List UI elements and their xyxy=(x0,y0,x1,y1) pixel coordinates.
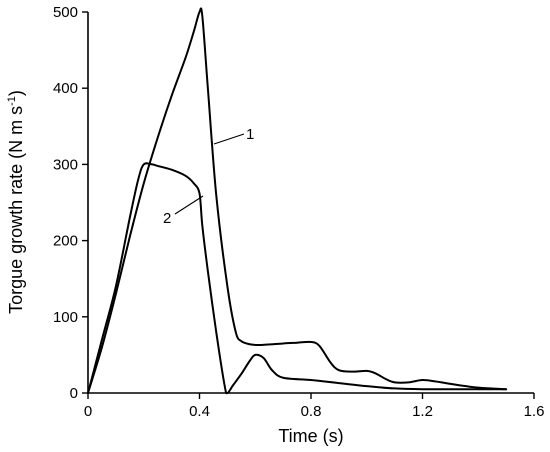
y-tick-label: 400 xyxy=(53,80,78,97)
series-2-callout: 2 xyxy=(163,195,204,227)
y-tick-label: 0 xyxy=(70,385,78,402)
x-tick-label: 0.8 xyxy=(301,403,322,420)
series-2-line xyxy=(87,162,508,395)
series-1-callout: 1 xyxy=(213,126,254,145)
series-1-leader-line xyxy=(213,133,245,145)
x-tick-label: 0 xyxy=(84,403,92,420)
plot-area xyxy=(87,12,534,394)
series-2-label: 2 xyxy=(163,210,171,227)
x-axis-title: Time (s) xyxy=(278,426,343,446)
y-tick-label: 100 xyxy=(53,309,78,326)
y-tick-label: 500 xyxy=(53,4,78,21)
series-2-leader-line xyxy=(174,195,204,215)
y-axis-title: Torgue growth rate (N m s-1) xyxy=(6,90,26,314)
y-axis-title-superscript: -1 xyxy=(6,96,18,106)
y-axis-title-text: Torgue growth rate (N m s xyxy=(6,106,26,314)
x-tick-label: 1.2 xyxy=(412,403,433,420)
y-tick-label: 300 xyxy=(53,156,78,173)
x-ticks: 0 0.4 0.8 1.2 1.6 xyxy=(84,393,545,420)
y-tick-label: 200 xyxy=(53,233,78,250)
x-tick-label: 1.6 xyxy=(524,403,545,420)
series-1-label: 1 xyxy=(246,126,254,143)
y-ticks: 0 100 200 300 400 500 xyxy=(53,4,88,402)
series-1-line xyxy=(87,7,508,394)
series-lines xyxy=(87,7,508,395)
y-axis-title-close: ) xyxy=(6,90,26,96)
x-tick-label: 0.4 xyxy=(189,403,210,420)
